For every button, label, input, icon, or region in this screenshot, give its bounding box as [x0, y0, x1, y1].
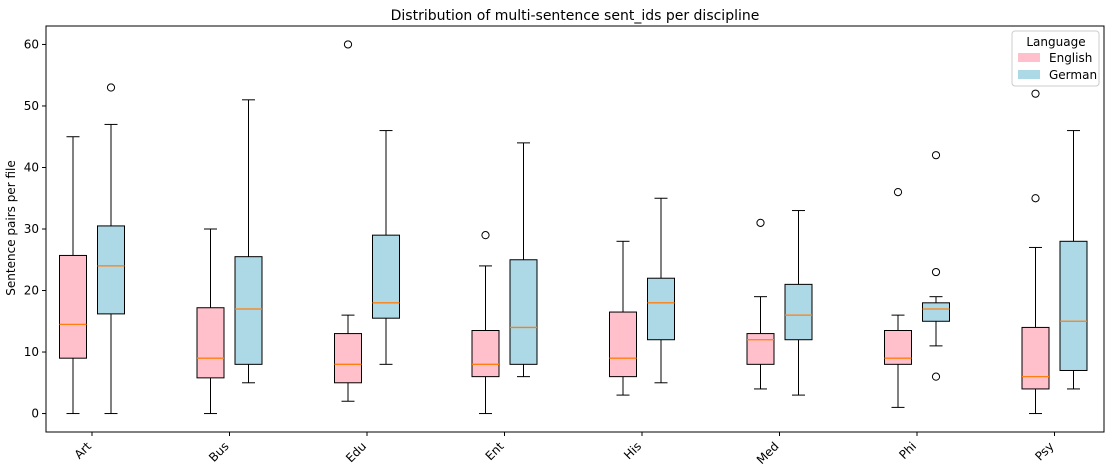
legend-swatch-german	[1018, 70, 1040, 79]
box-english	[609, 311, 637, 378]
x-tick-label: Art	[72, 439, 95, 462]
outlier-point-german	[931, 372, 941, 381]
box-german	[97, 225, 125, 315]
outlier-point-german	[106, 83, 116, 92]
box-german	[784, 283, 813, 341]
chart-title: Distribution of multi-sentence sent_ids …	[391, 8, 760, 24]
box-german	[234, 256, 263, 365]
outlier-point-german	[931, 267, 941, 277]
x-tick-label: His	[621, 439, 644, 462]
legend: Language English German	[1011, 30, 1100, 87]
x-tick-label: Ent	[483, 439, 507, 463]
outlier-point-english	[756, 218, 765, 227]
outlier-point-german	[931, 151, 941, 160]
box-english	[334, 333, 362, 384]
legend-swatch-english	[1018, 53, 1040, 62]
y-tick-label: 60	[24, 37, 39, 51]
y-axis-label: Sentence pairs per file	[4, 160, 18, 295]
x-tick-label: Psy	[1032, 439, 1056, 463]
box-english	[1021, 326, 1050, 390]
outlier-point-english	[1031, 89, 1040, 98]
outlier-point-english	[481, 231, 490, 240]
y-tick-label: 50	[24, 99, 39, 113]
box-english	[196, 307, 225, 379]
legend-label-german: German	[1049, 68, 1097, 82]
box-german	[372, 234, 400, 319]
box-english	[746, 333, 775, 365]
x-tick-label: Med	[754, 439, 782, 467]
x-tick-label: Bus	[206, 439, 232, 465]
y-tick-label: 20	[24, 284, 39, 298]
plot-area: 0 10 20 30 40 50 60 Art Bus Edu Ent His Med Phi Psy	[24, 37, 1088, 467]
box-english	[884, 330, 912, 365]
box-german	[647, 277, 675, 341]
box-german	[1059, 240, 1088, 371]
y-tick-label: 30	[24, 222, 39, 236]
box-german	[509, 259, 538, 365]
legend-label-english: English	[1049, 51, 1092, 65]
y-tick-label: 0	[31, 407, 39, 421]
legend-title: Language	[1026, 35, 1085, 49]
box-english	[59, 254, 87, 359]
y-tick-label: 40	[24, 160, 39, 174]
y-tick-label: 10	[24, 345, 39, 359]
outlier-point-english	[893, 187, 903, 197]
outlier-point-english	[1031, 194, 1040, 203]
x-tick-label: Phi	[896, 439, 919, 462]
box-german	[922, 302, 950, 322]
x-tick-label: Edu	[343, 439, 369, 465]
plot-frame	[45, 25, 1105, 433]
outlier-point-english	[343, 40, 353, 49]
box-english	[471, 330, 500, 378]
